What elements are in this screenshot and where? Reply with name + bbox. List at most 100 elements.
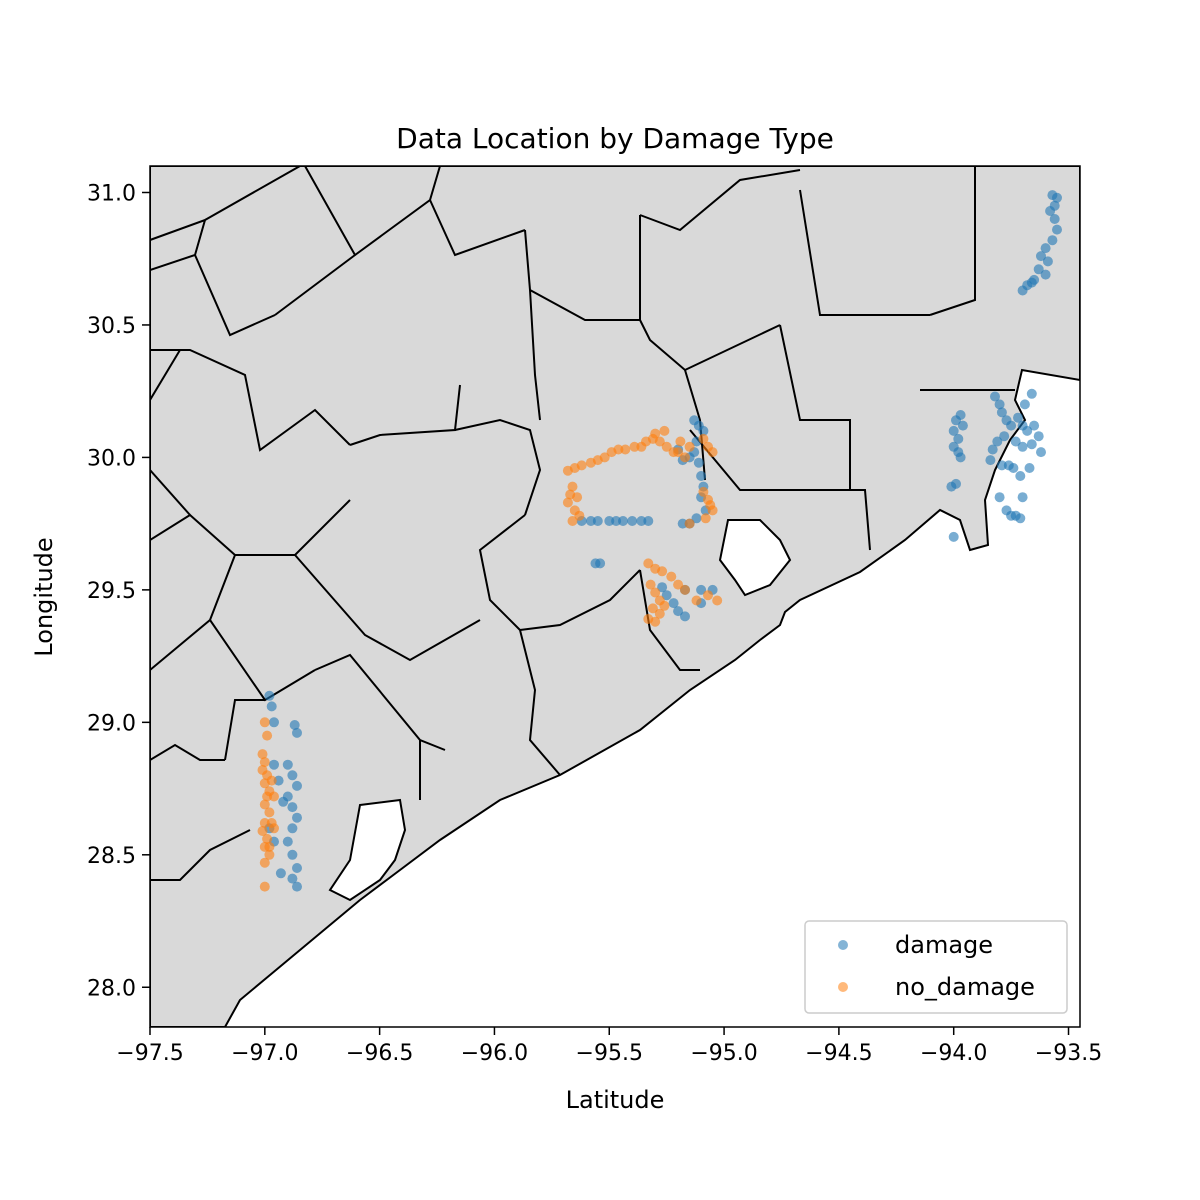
no_damage-point xyxy=(562,497,573,508)
no_damage-point xyxy=(576,460,587,471)
county-map xyxy=(150,166,1080,1027)
no_damage-point xyxy=(269,791,279,802)
no_damage-point xyxy=(654,436,665,447)
no_damage-point xyxy=(613,444,624,455)
damage-point xyxy=(661,590,672,601)
no_damage-point xyxy=(620,444,631,455)
y-tick-label: 30.0 xyxy=(87,446,136,471)
no_damage-point xyxy=(264,841,275,852)
damage-point xyxy=(673,606,684,617)
damage-point xyxy=(1019,399,1030,410)
no_damage-point xyxy=(647,603,658,614)
no_damage-point xyxy=(703,590,713,601)
damage-point xyxy=(611,516,622,526)
damage-point xyxy=(1026,439,1037,450)
damage-point xyxy=(1001,505,1012,516)
no_damage-point xyxy=(572,492,583,503)
damage-point xyxy=(1042,256,1053,267)
damage-point xyxy=(696,584,707,595)
no_damage-point xyxy=(659,600,670,611)
no_damage-point xyxy=(599,452,610,463)
damage-point xyxy=(994,492,1005,503)
no_damage-point xyxy=(673,447,684,458)
y-tick-label: 29.0 xyxy=(87,711,136,736)
damage-point xyxy=(292,727,302,738)
damage-point xyxy=(693,457,704,468)
y-tick-label: 30.5 xyxy=(87,314,136,339)
no_damage-point xyxy=(657,566,668,577)
scatter-points xyxy=(257,190,1062,892)
damage-point xyxy=(269,717,279,728)
damage-point xyxy=(698,425,709,436)
damage-point xyxy=(269,759,279,770)
no_damage-point xyxy=(700,513,711,524)
legend-label-damage: damage xyxy=(895,931,993,959)
no_damage-point xyxy=(262,730,273,741)
damage-point xyxy=(992,436,1003,447)
damage-point xyxy=(985,455,996,466)
damage-point xyxy=(287,849,298,860)
damage-point xyxy=(292,881,302,892)
no_damage-point xyxy=(262,791,273,802)
no_damage-point xyxy=(259,857,270,868)
y-axis-label: Longitude xyxy=(30,537,58,656)
damage-point xyxy=(273,775,284,786)
no_damage-point xyxy=(675,436,686,447)
damage-point xyxy=(592,516,603,526)
chart-title: Data Location by Damage Type xyxy=(396,122,834,155)
no_damage-point xyxy=(654,608,665,619)
x-tick-label: −97.0 xyxy=(231,1041,298,1066)
damage-point xyxy=(1013,412,1023,423)
damage-point xyxy=(1049,214,1060,224)
damage-point xyxy=(282,836,293,847)
damage-point xyxy=(990,391,1000,402)
no_damage-point xyxy=(659,425,670,436)
no_damage-point xyxy=(266,775,277,786)
no_damage-point xyxy=(643,558,654,569)
damage-point xyxy=(595,558,606,569)
legend-label-no-damage: no_damage xyxy=(895,973,1035,1001)
no_damage-point xyxy=(680,584,690,595)
no_damage-point xyxy=(707,447,718,458)
damage-point xyxy=(287,873,298,884)
no_damage-point xyxy=(698,433,709,444)
damage-point xyxy=(287,823,298,834)
damage-point xyxy=(946,481,957,492)
no_damage-point xyxy=(673,579,684,590)
legend-marker-damage xyxy=(838,940,848,950)
legend: damage no_damage xyxy=(804,920,1068,1014)
no_damage-point xyxy=(629,441,640,452)
no_damage-point xyxy=(684,441,695,452)
damage-point xyxy=(1026,277,1037,288)
damage-point xyxy=(1017,441,1028,452)
no_damage-point xyxy=(661,441,672,452)
damage-point xyxy=(278,796,289,807)
no_damage-point xyxy=(666,571,677,582)
damage-point xyxy=(994,399,1005,410)
damage-point xyxy=(999,431,1010,442)
no_damage-point xyxy=(705,500,716,511)
no_damage-point xyxy=(257,826,268,836)
county-borders xyxy=(150,166,1015,881)
damage-point xyxy=(1017,285,1028,296)
damage-point xyxy=(691,513,702,524)
no_damage-point xyxy=(567,481,578,492)
damage-point xyxy=(1029,420,1040,431)
no_damage-point xyxy=(259,757,270,768)
damage-point xyxy=(657,582,668,593)
damage-point xyxy=(996,460,1007,471)
x-axis-ticks: −97.5 −97.0 −96.5 −96.0 −95.5 −95.0 −94.5 −94.0… xyxy=(116,1027,1102,1066)
y-tick-label: 28.5 xyxy=(87,844,136,869)
damage-point xyxy=(287,802,298,813)
damage-point xyxy=(275,868,286,879)
x-tick-label: −93.5 xyxy=(1035,1041,1102,1066)
y-tick-label: 29.5 xyxy=(87,579,136,604)
no_damage-point xyxy=(257,749,268,760)
damage-point xyxy=(1010,436,1021,447)
no_damage-point xyxy=(259,881,270,892)
no_damage-point xyxy=(691,595,702,606)
damage-point xyxy=(1040,269,1051,280)
no_damage-point xyxy=(259,717,270,728)
damage-point xyxy=(1033,264,1044,275)
